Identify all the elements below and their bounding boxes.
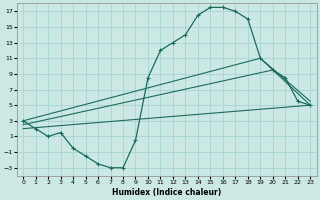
X-axis label: Humidex (Indice chaleur): Humidex (Indice chaleur) [112, 188, 221, 197]
